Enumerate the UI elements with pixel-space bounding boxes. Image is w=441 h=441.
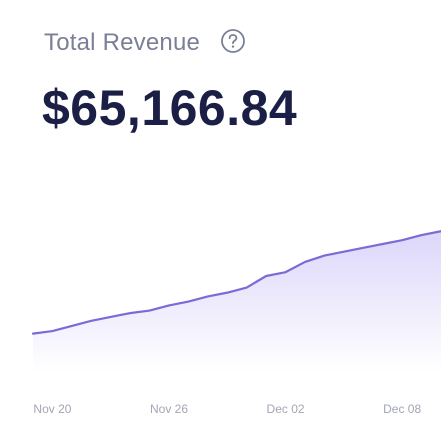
total-revenue-value: $65,166.84 — [42, 80, 298, 136]
card-header: Total Revenue — [44, 28, 246, 58]
x-tick-label: Dec 08 — [383, 402, 421, 416]
series-line — [31, 230, 441, 335]
series-area-fill — [33, 231, 441, 372]
x-tick-label: Nov 26 — [150, 402, 188, 416]
card-title: Total Revenue — [44, 29, 201, 56]
question-circle-icon[interactable] — [220, 28, 246, 54]
x-tick-label: Dec 02 — [267, 402, 305, 416]
x-tick-label: Nov 20 — [33, 402, 71, 416]
